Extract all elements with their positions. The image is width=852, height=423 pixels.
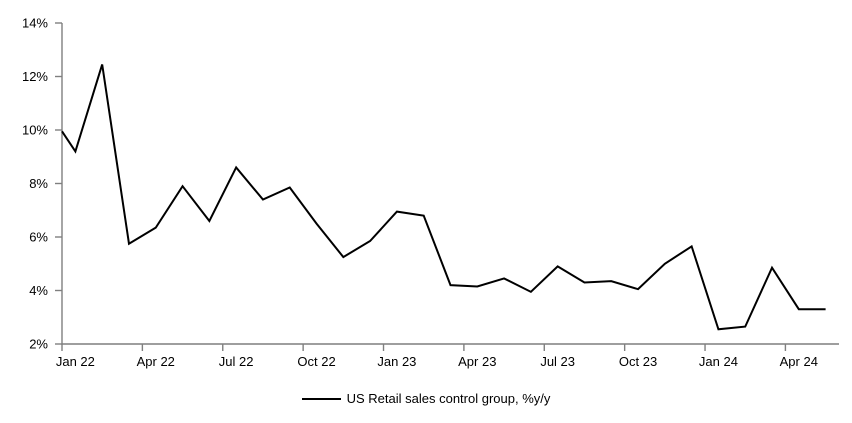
- x-tick-label: Jan 23: [377, 354, 416, 369]
- legend-label: US Retail sales control group, %y/y: [346, 391, 551, 406]
- x-tick-label: Apr 22: [137, 354, 175, 369]
- x-tick-label: Oct 23: [619, 354, 657, 369]
- legend: US Retail sales control group, %y/y: [0, 391, 852, 406]
- x-tick-label: Jul 22: [219, 354, 254, 369]
- y-tick-label: 12%: [22, 69, 48, 84]
- axis-lines: [61, 23, 839, 345]
- legend-line-sample: [301, 397, 341, 400]
- x-tick-label: Oct 22: [297, 354, 335, 369]
- y-tick-label: 14%: [22, 16, 48, 31]
- series-line-us-retail-sales-control-group: [61, 64, 826, 331]
- x-tick-label: Apr 23: [458, 354, 496, 369]
- line-chart-canvas: 2% 4% 6% 8% 10% 12% 14% Jan 22 Apr 22 Jul 22 Oct 2…: [22, 16, 839, 369]
- x-tick-label: Apr 24: [780, 354, 818, 369]
- x-tick-label: Jul 23: [540, 354, 575, 369]
- y-tick-label: 8%: [29, 176, 48, 191]
- y-tick-label: 2%: [29, 337, 48, 352]
- y-tick-label: 10%: [22, 123, 48, 138]
- x-tick-label: Jan 24: [699, 354, 738, 369]
- y-tick-label: 6%: [29, 230, 48, 245]
- x-tick-label: Jan 22: [56, 354, 95, 369]
- y-tick-label: 4%: [29, 283, 48, 298]
